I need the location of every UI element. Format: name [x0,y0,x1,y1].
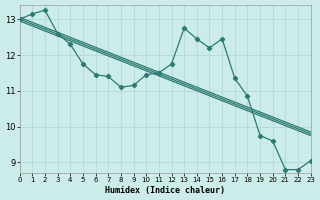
X-axis label: Humidex (Indice chaleur): Humidex (Indice chaleur) [105,186,225,195]
